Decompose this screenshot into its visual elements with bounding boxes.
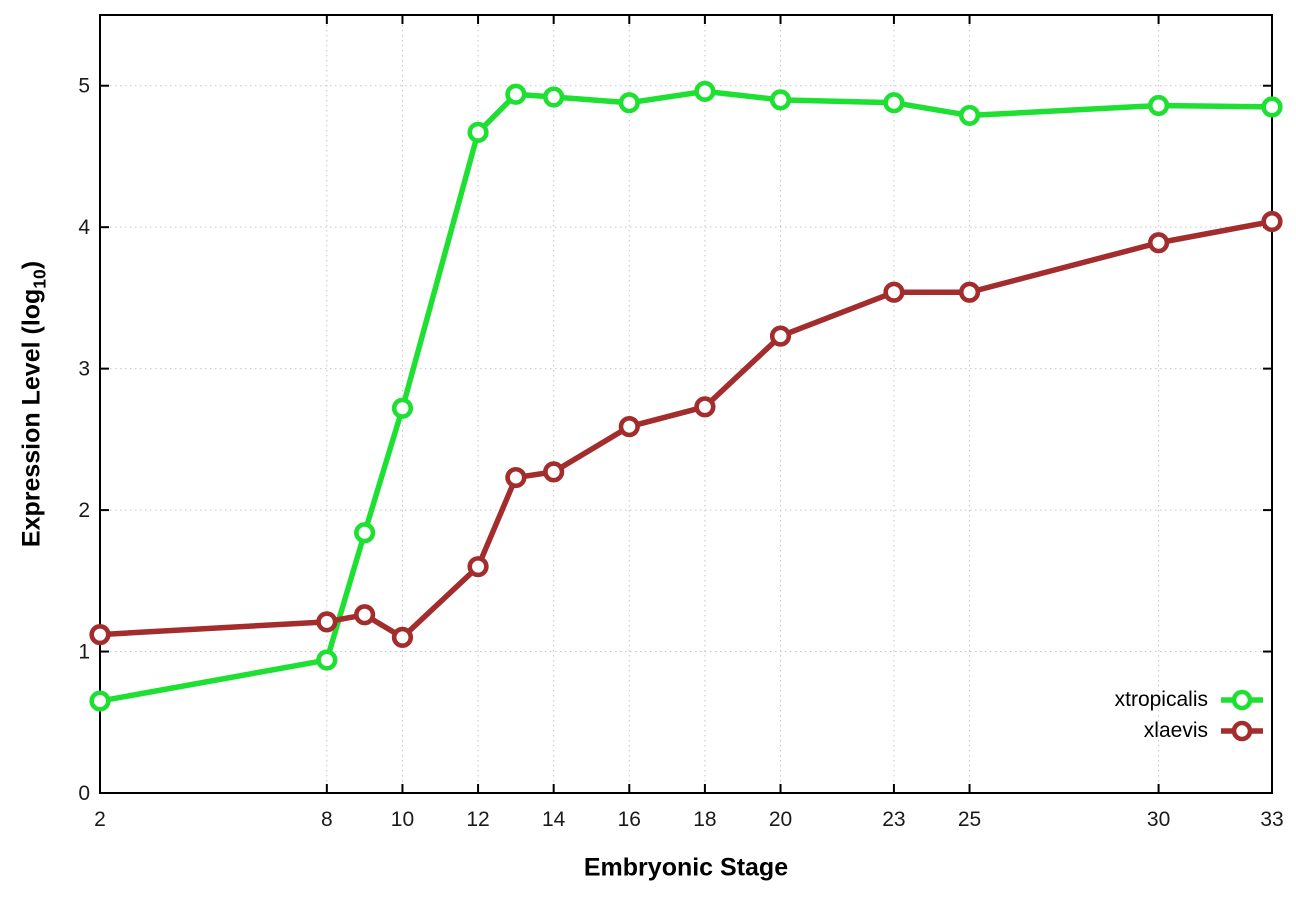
data-point-xlaevis: [694, 396, 716, 418]
data-point-xtropicalis: [769, 89, 792, 111]
data-point-xlaevis: [543, 461, 565, 483]
data-point-xtropicalis: [543, 86, 565, 108]
x-tick-label: 23: [882, 808, 905, 831]
data-point-xlaevis: [467, 556, 489, 578]
data-point-xtropicalis: [1261, 96, 1283, 118]
x-tick-label: 10: [391, 808, 414, 831]
data-point-xtropicalis: [505, 83, 527, 105]
data-point-xtropicalis: [883, 92, 905, 114]
x-tick-label: 30: [1147, 808, 1170, 831]
legend-sample-circle: [1231, 689, 1253, 710]
legend-marker-xlaevis: [1221, 720, 1263, 741]
y-tick-label: 2: [78, 499, 90, 522]
data-point-xtropicalis: [316, 649, 338, 671]
y-tick-label: 0: [78, 782, 90, 805]
legend-marker-xtropicalis: [1221, 689, 1263, 710]
series-line-xlaevis: [97, 218, 1275, 641]
y-tick-label: 5: [78, 75, 90, 98]
data-point-xlaevis: [769, 325, 792, 347]
legend-row-xtropicalis: xtropicalis: [1115, 684, 1264, 715]
data-point-xtropicalis: [391, 397, 414, 419]
x-tick-label: 8: [321, 808, 333, 831]
data-point-xtropicalis: [694, 80, 716, 102]
data-point-xtropicalis: [89, 690, 111, 712]
x-tick-label: 14: [542, 808, 566, 831]
x-tick-label: 12: [466, 808, 489, 831]
x-tick-label: 18: [693, 808, 716, 831]
x-tick-label: 25: [958, 808, 981, 831]
y-axis-title: Expression Level (log10): [18, 261, 51, 547]
data-point-xlaevis: [1261, 210, 1283, 233]
y-tick-label: 1: [78, 641, 90, 664]
data-point-xtropicalis: [1147, 94, 1170, 117]
data-point-xlaevis: [316, 611, 338, 633]
legend: xtropicalis xlaevis: [1115, 684, 1264, 746]
data-point-xlaevis: [391, 626, 414, 649]
y-tick-label: 4: [78, 216, 90, 239]
x-tick-label: 20: [769, 808, 792, 831]
data-point-xtropicalis: [354, 522, 376, 544]
data-point-xtropicalis: [467, 121, 489, 144]
data-point-xlaevis: [505, 466, 527, 489]
y-axis-title-subscript: 10: [29, 269, 50, 289]
data-point-xlaevis: [1147, 232, 1170, 254]
x-tick-label: 2: [94, 808, 106, 831]
data-point-xlaevis: [958, 281, 981, 303]
y-axis-title-close: ): [17, 260, 46, 270]
legend-label-xlaevis: xlaevis: [1143, 718, 1208, 742]
data-point-xlaevis: [354, 604, 376, 626]
x-tick-label: 33: [1260, 808, 1283, 831]
data-point-xlaevis: [618, 416, 640, 438]
data-point-xlaevis: [89, 623, 111, 646]
data-point-xlaevis: [883, 281, 905, 303]
legend-row-xlaevis: xlaevis: [1115, 715, 1264, 746]
data-point-xtropicalis: [958, 104, 981, 127]
y-tick-label: 3: [78, 358, 90, 381]
plot-border: [99, 14, 1273, 794]
x-axis-title: Embryonic Stage: [583, 853, 789, 882]
y-axis-title-text: Expression Level (log: [17, 288, 46, 548]
x-tick-label: 16: [618, 808, 641, 831]
legend-label-xtropicalis: xtropicalis: [1114, 687, 1208, 711]
legend-sample-circle: [1231, 720, 1253, 741]
series-line-xtropicalis: [97, 88, 1275, 704]
data-point-xtropicalis: [618, 92, 640, 114]
